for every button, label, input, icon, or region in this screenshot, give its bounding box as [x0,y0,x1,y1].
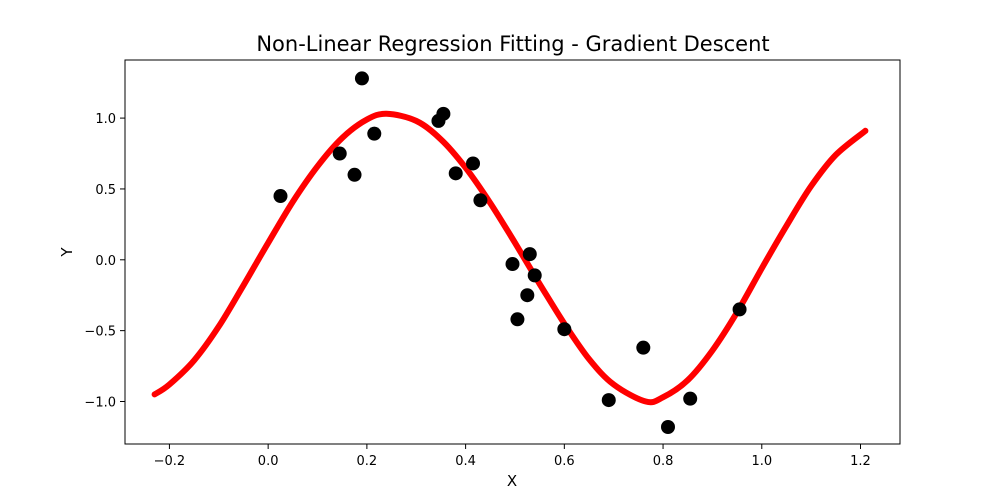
x-axis: −0.2 0.0 0.2 0.4 0.6 0.8 1.0 1.2 [154,444,871,469]
data-point [601,393,616,408]
y-tick-label: −0.5 [84,325,116,340]
y-axis-label: Y [58,247,76,258]
data-point [332,146,347,161]
x-tick-label: 0.8 [653,454,674,469]
data-point [347,167,362,182]
data-point [683,391,698,406]
data-point [466,156,481,171]
data-point [636,340,651,355]
x-tick-label: 0.4 [455,454,476,469]
data-point [527,268,542,283]
y-tick-label: 0.5 [95,183,116,198]
x-tick-label: 1.2 [850,454,871,469]
data-point [520,288,535,303]
x-tick-label: 1.0 [751,454,772,469]
data-point [273,189,288,204]
data-point [436,106,451,121]
chart-title: Non-Linear Regression Fitting - Gradient… [256,32,769,56]
y-tick-label: 1.0 [95,112,116,127]
data-point [557,322,572,337]
y-axis: −1.0 −0.5 0.0 0.5 1.0 [84,112,125,410]
data-point [522,247,537,262]
data-point [473,193,488,208]
data-point [354,71,369,86]
x-axis-label: X [507,472,517,490]
data-point [732,302,747,317]
data-point [510,312,525,327]
x-tick-label: 0.2 [357,454,378,469]
x-tick-label: −0.2 [154,454,186,469]
x-tick-label: 0.6 [554,454,575,469]
plot-area-frame [124,59,901,445]
data-point [660,419,675,434]
y-tick-label: 0.0 [95,254,116,269]
data-point [367,126,382,141]
data-point [505,257,520,272]
y-tick-label: −1.0 [84,395,116,410]
x-tick-label: 0.0 [258,454,279,469]
data-point [448,166,463,181]
scatter-points-layer [273,71,747,434]
